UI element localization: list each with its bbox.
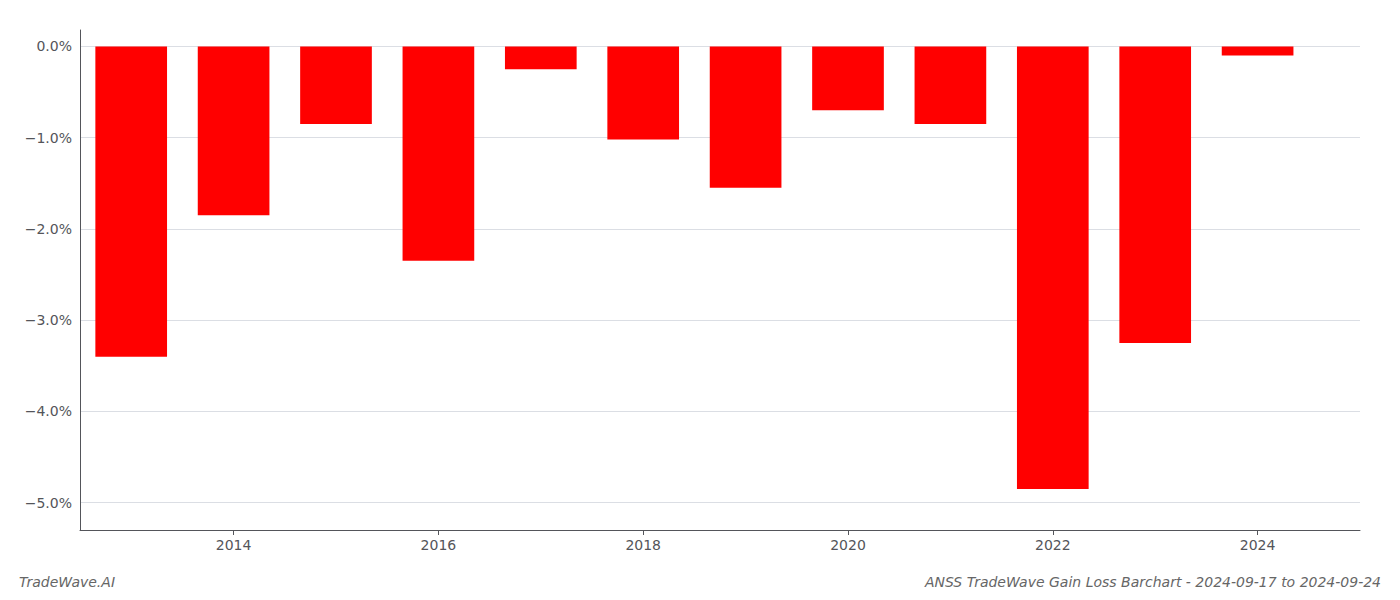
svg-text:0.0%: 0.0% <box>36 38 72 54</box>
svg-text:TradeWave.AI: TradeWave.AI <box>19 574 115 590</box>
svg-text:2016: 2016 <box>421 537 457 553</box>
svg-text:ANSS TradeWave Gain Loss Barch: ANSS TradeWave Gain Loss Barchart - 2024… <box>924 574 1381 590</box>
svg-text:−5.0%: −5.0% <box>25 495 72 511</box>
svg-text:2020: 2020 <box>830 537 866 553</box>
svg-text:2024: 2024 <box>1240 537 1276 553</box>
svg-text:−3.0%: −3.0% <box>25 312 72 328</box>
svg-text:2014: 2014 <box>216 537 252 553</box>
svg-text:2022: 2022 <box>1035 537 1071 553</box>
svg-text:−1.0%: −1.0% <box>25 130 72 146</box>
svg-text:2018: 2018 <box>625 537 661 553</box>
svg-text:−4.0%: −4.0% <box>25 403 72 419</box>
svg-text:−2.0%: −2.0% <box>25 221 72 237</box>
